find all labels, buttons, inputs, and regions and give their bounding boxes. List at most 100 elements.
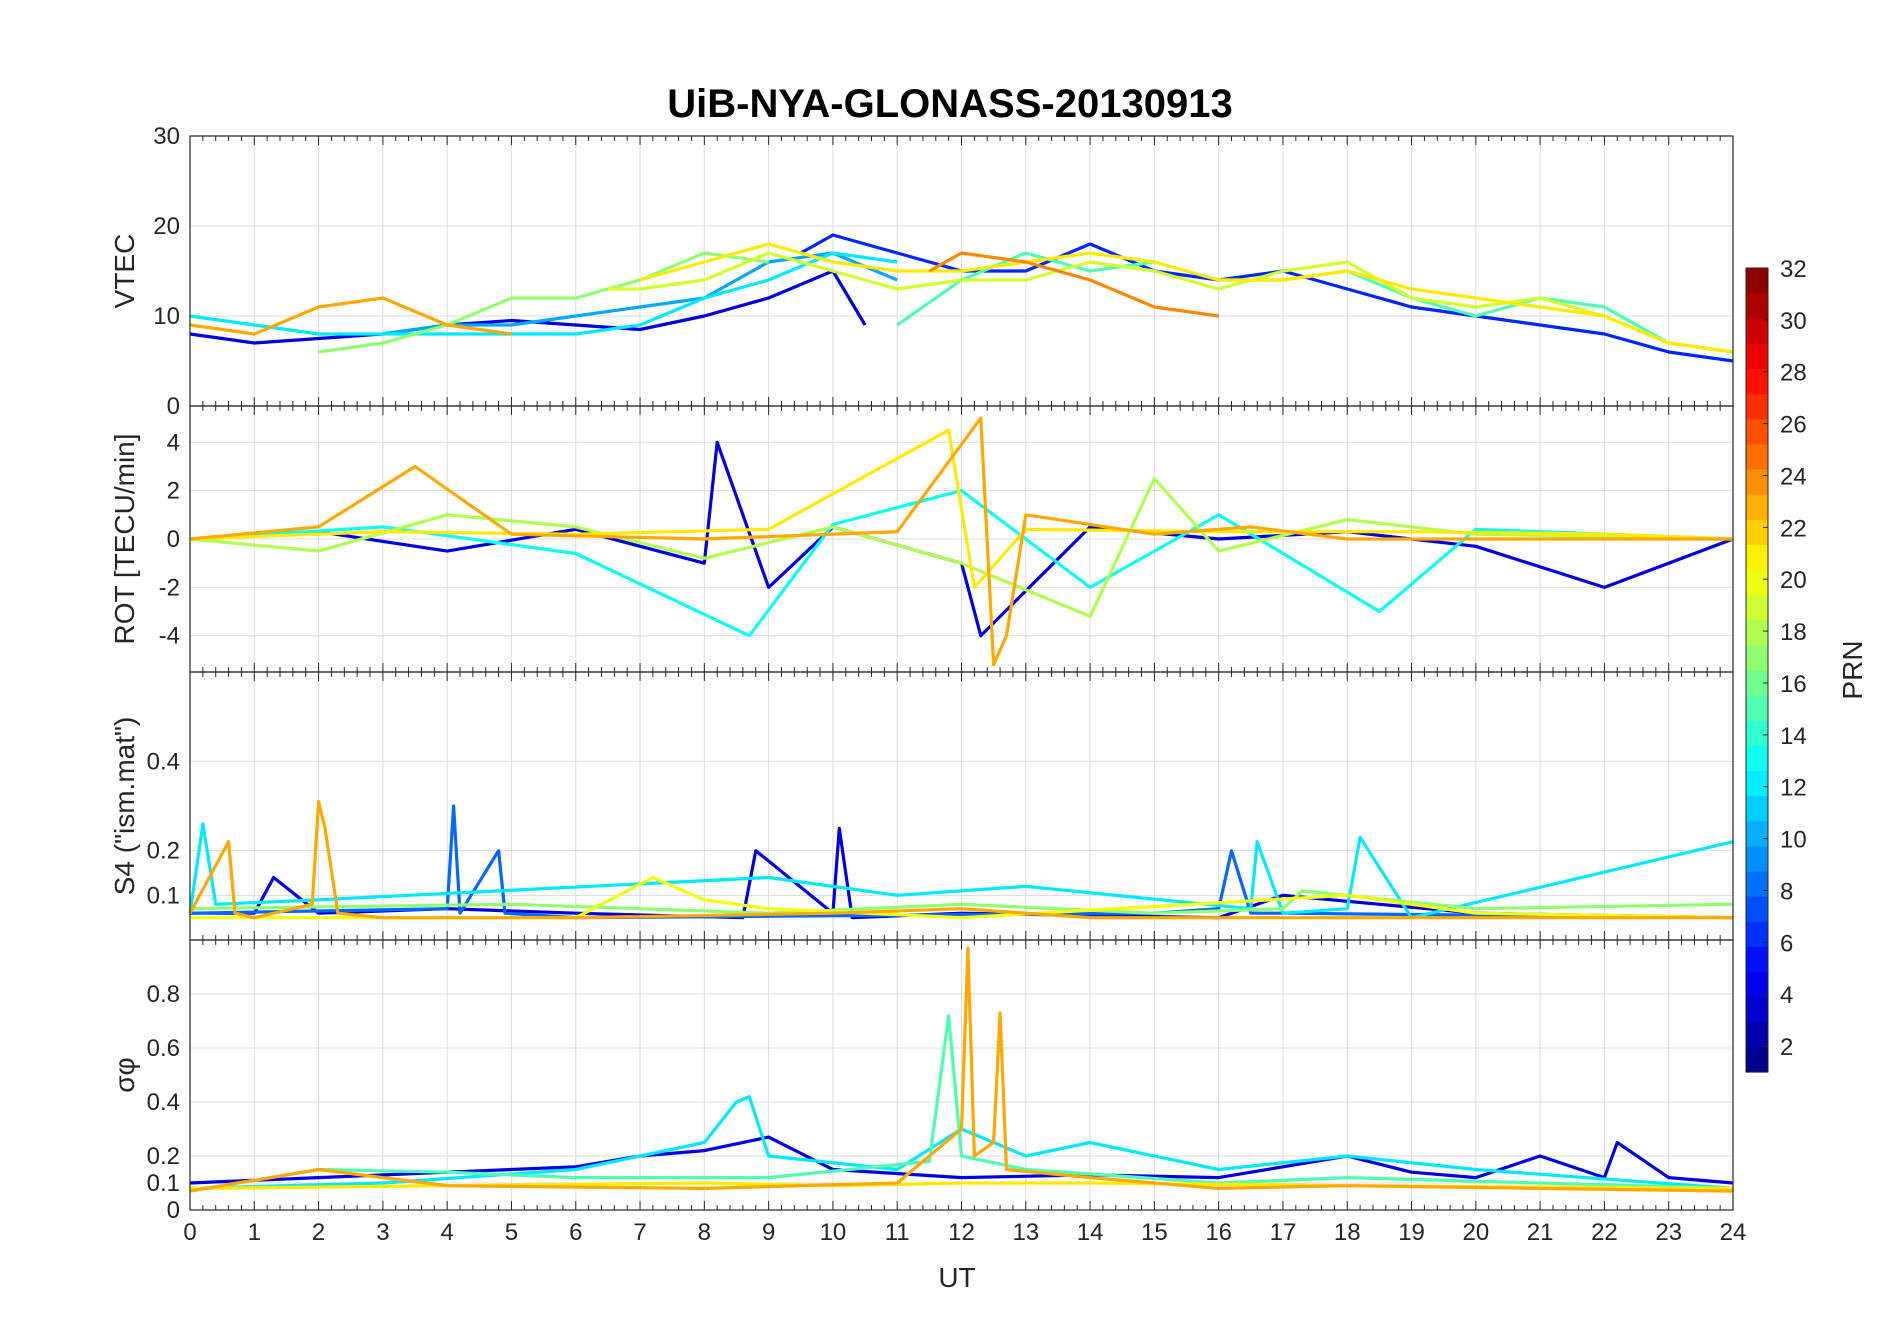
chart-title: UiB-NYA-GLONASS-20130913 bbox=[667, 82, 1232, 126]
colorbar-segment bbox=[1746, 318, 1768, 344]
colorbar-tick-label: 14 bbox=[1780, 723, 1807, 750]
x-axis-label: UT bbox=[938, 1262, 975, 1293]
y-axis-label: S4 ("ism.mat") bbox=[109, 717, 140, 896]
series-line-prn-23 bbox=[189, 416, 1733, 667]
x-tick-label: 2 bbox=[312, 1219, 325, 1246]
colorbar-segment bbox=[1746, 418, 1768, 445]
series-line-prn-17 bbox=[318, 251, 769, 354]
axes-box bbox=[189, 939, 1734, 1211]
colorbar-segment bbox=[1746, 745, 1768, 772]
series-line-prn-19 bbox=[607, 251, 1734, 354]
colorbar-tick-label: 28 bbox=[1780, 360, 1807, 387]
x-tick-label: 20 bbox=[1462, 1219, 1489, 1246]
colorbar-segment bbox=[1746, 1046, 1768, 1073]
colorbar-segment bbox=[1746, 1021, 1768, 1048]
colorbar-tick-label: 26 bbox=[1780, 412, 1807, 439]
colorbar-tick-label: 4 bbox=[1780, 982, 1793, 1009]
colorbar-segment bbox=[1746, 845, 1768, 872]
colorbar-segment bbox=[1746, 443, 1768, 470]
series-line-prn-21 bbox=[639, 242, 1734, 354]
colorbar-tick-label: 18 bbox=[1780, 619, 1807, 646]
x-tick-label: 21 bbox=[1527, 1219, 1554, 1246]
series-line-prn-13 bbox=[189, 489, 1734, 638]
colorbar-tick-label: 12 bbox=[1780, 775, 1807, 802]
x-tick-label: 19 bbox=[1398, 1219, 1425, 1246]
x-tick-label: 14 bbox=[1077, 1219, 1104, 1246]
x-tick-label: 16 bbox=[1205, 1219, 1232, 1246]
colorbar-segment bbox=[1746, 519, 1768, 545]
series-group bbox=[188, 799, 1734, 920]
x-tick-label: 12 bbox=[948, 1219, 975, 1246]
colorbar-segment bbox=[1746, 795, 1768, 822]
y-tick-label: 0.2 bbox=[147, 1143, 180, 1170]
x-tick-label: 15 bbox=[1141, 1219, 1168, 1246]
colorbar-segment bbox=[1746, 293, 1768, 319]
y-tick-label: 30 bbox=[153, 123, 180, 150]
series-line-prn-23 bbox=[189, 296, 512, 336]
x-tick-label: 8 bbox=[698, 1219, 711, 1246]
colorbar-segment bbox=[1746, 695, 1768, 721]
x-tick-label: 6 bbox=[569, 1219, 582, 1246]
colorbar-segment bbox=[1746, 720, 1768, 746]
colorbar-segment bbox=[1746, 619, 1768, 646]
colorbar-segment bbox=[1746, 971, 1768, 998]
series-line-prn-15 bbox=[189, 1013, 1734, 1193]
x-tick-labels: 0 1 2 3 4 5 6 7 8 9 10 11 12 13 14 15 16 17 18 19 20 21 22 23 24 bbox=[183, 1219, 1746, 1246]
series-line-prn-24 bbox=[928, 251, 1219, 318]
colorbar-tick-label: 24 bbox=[1780, 463, 1807, 490]
y-tick-label: 0.4 bbox=[147, 1089, 180, 1116]
y-tick-label: 0 bbox=[167, 526, 180, 553]
panel-4: 00.10.2 0.4 0.6 0.8 σφ bbox=[109, 939, 1734, 1224]
y-tick-label: 10 bbox=[153, 303, 180, 330]
colorbar-segment bbox=[1746, 368, 1768, 395]
x-tick-label: 10 bbox=[820, 1219, 847, 1246]
colorbar-segment bbox=[1746, 268, 1768, 294]
y-tick-label: 4 bbox=[167, 429, 180, 456]
x-tick-label: 18 bbox=[1334, 1219, 1361, 1246]
y-axis-label: ROT [TECU/min] bbox=[109, 433, 140, 644]
y-tick-label: 0.6 bbox=[147, 1035, 180, 1062]
colorbar-tick-label: 32 bbox=[1780, 256, 1807, 283]
colorbar-segment bbox=[1746, 343, 1768, 370]
x-tick-label: 4 bbox=[440, 1219, 453, 1246]
y-tick-label: 0 bbox=[167, 393, 180, 420]
colorbar-segment bbox=[1746, 896, 1768, 922]
colorbar-frame bbox=[1745, 267, 1769, 1073]
x-tick-label: 9 bbox=[762, 1219, 775, 1246]
colorbar-segment bbox=[1746, 921, 1768, 947]
colorbar-segment bbox=[1746, 393, 1768, 420]
x-tick-label: 24 bbox=[1720, 1219, 1747, 1246]
y-axis-label: VTEC bbox=[109, 234, 140, 309]
colorbar-segment bbox=[1746, 594, 1768, 621]
panel-1: 0 10 20 30 VTEC bbox=[109, 123, 1734, 420]
panel-2: -4 -2 0 2 4 ROT [TECU/min] bbox=[109, 405, 1734, 673]
y-tick-label: 2 bbox=[167, 478, 180, 505]
series-line-prn-12 bbox=[189, 251, 898, 336]
colorbar-segment bbox=[1746, 569, 1768, 596]
y-tick-label: 0.8 bbox=[147, 981, 180, 1008]
y-tick-label: 0.1 bbox=[147, 1170, 180, 1197]
y-tick-label: 0.2 bbox=[147, 838, 180, 865]
colorbar-tick-label: 20 bbox=[1780, 567, 1807, 594]
x-tick-label: 1 bbox=[248, 1219, 261, 1246]
y-tick-label: -4 bbox=[159, 623, 180, 650]
x-tick-label: 23 bbox=[1655, 1219, 1682, 1246]
series-line-prn-6 bbox=[800, 233, 1734, 363]
series-group bbox=[189, 946, 1734, 1193]
colorbar-segment bbox=[1746, 820, 1768, 847]
series-line-prn-20 bbox=[190, 875, 1734, 920]
x-tick-label: 13 bbox=[1012, 1219, 1039, 1246]
colorbar-segment bbox=[1746, 544, 1768, 571]
colorbar-segment bbox=[1746, 871, 1768, 897]
series-line-prn-12 bbox=[189, 1094, 1734, 1190]
colorbar-tick-label: 16 bbox=[1780, 671, 1807, 698]
colorbar-segment bbox=[1746, 670, 1768, 696]
colorbar-label: PRN bbox=[1837, 640, 1868, 699]
colorbar-tick-label: 10 bbox=[1780, 827, 1807, 854]
series-group bbox=[189, 416, 1734, 667]
colorbar-segment bbox=[1746, 494, 1768, 520]
series-line-prn-23 bbox=[188, 799, 1733, 920]
